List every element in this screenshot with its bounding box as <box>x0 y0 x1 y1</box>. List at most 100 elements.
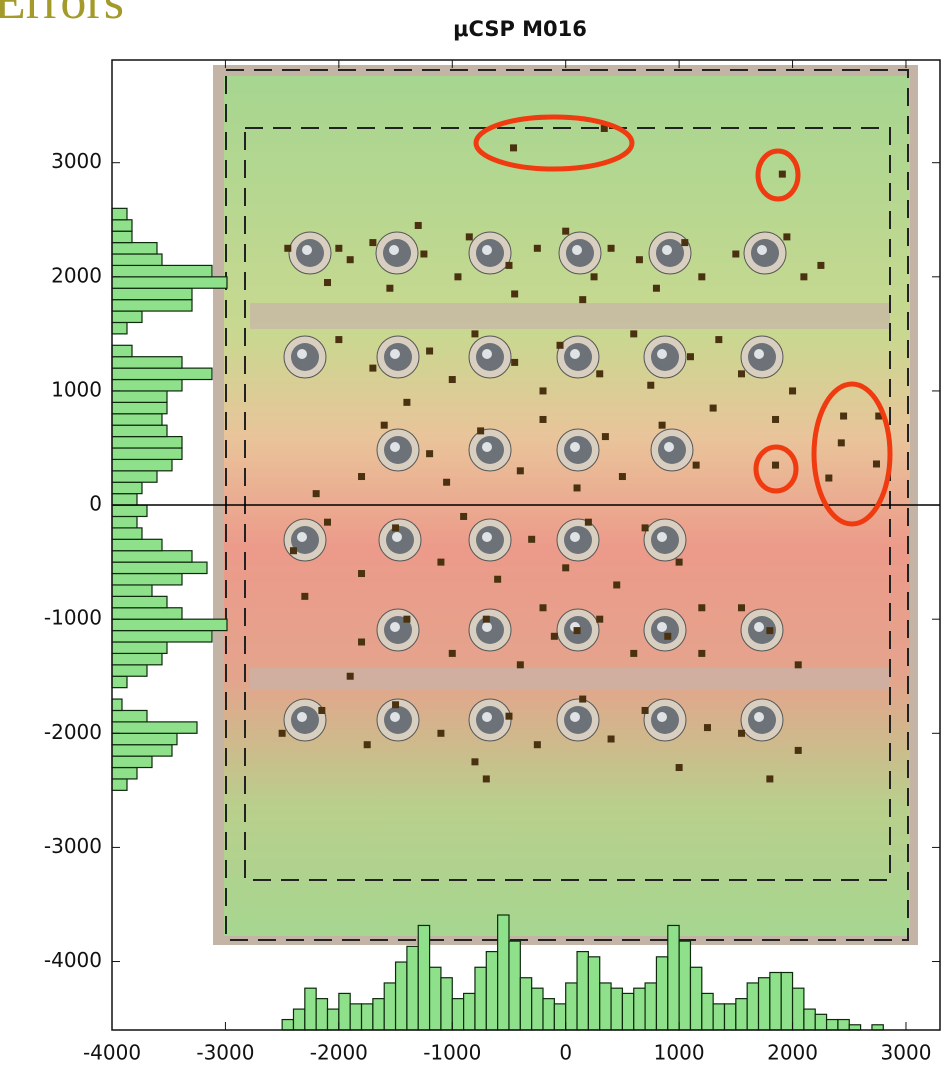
y-histogram-bar <box>112 220 132 231</box>
y-tick-label: -4000 <box>44 948 102 972</box>
y-histogram-bar <box>112 414 162 425</box>
scatter-point <box>437 559 444 566</box>
scatter-point <box>443 479 450 486</box>
pad-highlight <box>754 712 764 722</box>
y-histogram-bar <box>112 300 192 311</box>
scatter-point <box>676 559 683 566</box>
x-histogram-bar <box>793 988 804 1030</box>
scatter-point <box>591 273 598 280</box>
y-histogram-bar <box>112 608 182 619</box>
scatter-point <box>630 330 637 337</box>
y-histogram-bar <box>112 642 167 653</box>
scatter-point <box>420 251 427 258</box>
scatter-point <box>437 730 444 737</box>
scatter-point <box>313 490 320 497</box>
y-histogram-bar <box>112 357 182 368</box>
y-histogram-bar <box>112 574 182 585</box>
scatter-point <box>290 547 297 554</box>
x-histogram-bar <box>498 915 509 1030</box>
scatter-point <box>715 336 722 343</box>
pad-highlight <box>482 622 492 632</box>
y-histogram-bar <box>112 745 172 756</box>
scatter-point <box>403 616 410 623</box>
pad-highlight <box>657 349 667 359</box>
x-histogram-bar <box>396 962 407 1030</box>
y-tick-label: 0 <box>89 492 102 516</box>
scatter-point <box>449 376 456 383</box>
scatter-point <box>386 285 393 292</box>
x-histogram-bar <box>849 1025 860 1030</box>
x-tick-label: 0 <box>559 1041 572 1065</box>
scatter-point <box>579 296 586 303</box>
pad-highlight <box>754 622 764 632</box>
y-histogram-bar <box>112 733 177 744</box>
x-histogram-bar <box>554 1004 565 1030</box>
scatter-point <box>392 701 399 708</box>
pad-highlight <box>390 622 400 632</box>
scatter-point <box>540 387 547 394</box>
chart: Errors μCSP M016 -4000-3000-2000-1000010… <box>0 0 943 1073</box>
scatter-point <box>647 382 654 389</box>
scatter-point <box>284 245 291 252</box>
y-tick-label: -2000 <box>44 720 102 744</box>
pad-highlight <box>390 712 400 722</box>
pad-highlight <box>657 532 667 542</box>
x-tick-label: -2000 <box>310 1041 368 1065</box>
scatter-point <box>636 256 643 263</box>
scatter-point <box>779 171 786 178</box>
y-histogram-bar <box>112 699 122 710</box>
scatter-point <box>664 633 671 640</box>
pad-highlight <box>392 532 402 542</box>
scatter-point <box>517 661 524 668</box>
x-histogram-bar <box>430 967 441 1030</box>
scatter-point <box>693 462 700 469</box>
y-tick-label: 2000 <box>51 263 102 287</box>
scatter-point <box>540 416 547 423</box>
y-histogram-bar <box>112 596 167 607</box>
scatter-point <box>358 570 365 577</box>
x-histogram-bar <box>532 988 543 1030</box>
y-histogram-bar <box>112 539 162 550</box>
scatter-point <box>471 758 478 765</box>
x-histogram-bar <box>724 1004 735 1030</box>
scatter-point <box>466 233 473 240</box>
scatter-point <box>369 365 376 372</box>
scatter-point <box>415 222 422 229</box>
y-histogram-bar <box>112 345 132 356</box>
y-histogram-bar <box>112 665 147 676</box>
x-histogram-bar <box>634 988 645 1030</box>
scatter-point <box>347 673 354 680</box>
y-histogram-bar <box>112 551 192 562</box>
scatter-point <box>840 413 847 420</box>
y-histogram-bar <box>112 619 227 630</box>
scatter-point <box>483 775 490 782</box>
scatter-point <box>460 513 467 520</box>
scatter-point <box>562 228 569 235</box>
x-histogram-bar <box>736 999 747 1030</box>
scatter-point <box>279 730 286 737</box>
scatter-point <box>602 433 609 440</box>
x-histogram-bar <box>509 941 520 1030</box>
y-histogram-bar <box>112 437 182 448</box>
scatter-point <box>817 262 824 269</box>
pad-highlight <box>570 532 580 542</box>
pad-highlight <box>482 442 492 452</box>
x-histogram-bar <box>407 946 418 1030</box>
pad-highlight <box>390 349 400 359</box>
scatter-point <box>783 233 790 240</box>
x-histogram-bar <box>384 983 395 1030</box>
scatter-point <box>454 273 461 280</box>
y-histogram-bar <box>112 768 137 779</box>
x-histogram-bar <box>713 1004 724 1030</box>
scatter-point <box>494 576 501 583</box>
chip-band <box>250 668 890 690</box>
pad-highlight <box>664 442 674 452</box>
scatter-point <box>528 536 535 543</box>
pad-highlight <box>754 349 764 359</box>
scatter-point <box>318 707 325 714</box>
x-tick-label: -1000 <box>423 1041 481 1065</box>
x-histogram-bar <box>872 1025 883 1030</box>
scatter-point <box>873 460 880 467</box>
scatter-point <box>630 650 637 657</box>
page-header: Errors <box>0 0 124 30</box>
